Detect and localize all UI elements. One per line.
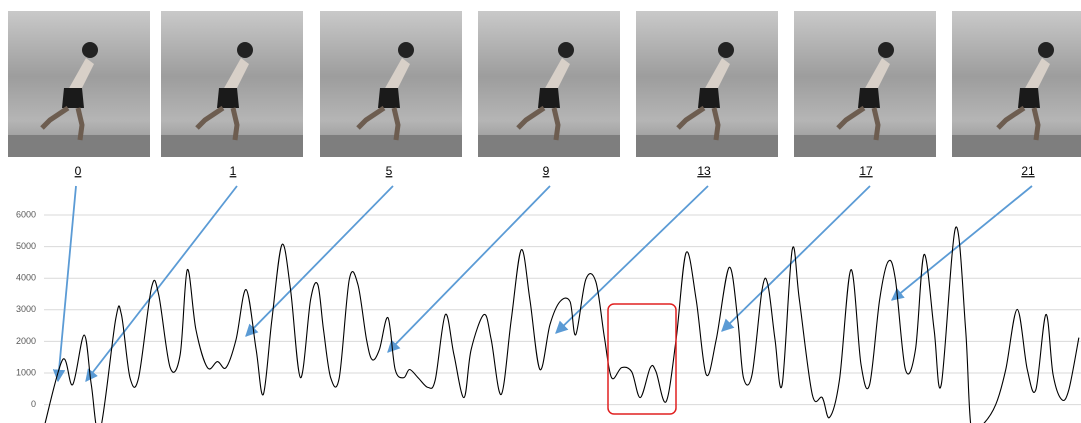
track — [8, 135, 150, 157]
highlight-box — [607, 303, 677, 415]
y-tick-label: 3000 — [16, 304, 36, 314]
y-tick-label: 1000 — [16, 367, 36, 377]
frame-label: 5 — [386, 164, 393, 178]
runner-legs — [676, 105, 721, 141]
runner-legs — [996, 105, 1041, 141]
runner-legs — [836, 105, 881, 141]
runner-shorts — [858, 88, 880, 108]
photo — [794, 11, 936, 157]
data-line — [44, 226, 1080, 423]
track — [320, 135, 462, 157]
y-tick-label: 0 — [31, 399, 36, 409]
frame-label: 9 — [543, 164, 550, 178]
runner-shorts — [62, 88, 84, 108]
y-tick-label: 2000 — [16, 336, 36, 346]
runner-legs — [195, 105, 240, 141]
arrow — [245, 185, 394, 337]
runner-head — [718, 42, 734, 58]
frame-label: 0 — [75, 164, 82, 178]
runner-shorts — [538, 88, 560, 108]
track — [636, 135, 778, 157]
runner-shorts — [698, 88, 720, 108]
runner-shorts — [378, 88, 400, 108]
runner-shorts — [217, 88, 239, 108]
photo — [952, 11, 1081, 157]
y-tick-label: 5000 — [16, 241, 36, 251]
track — [794, 135, 936, 157]
frame-label: 13 — [697, 164, 711, 178]
frame-label: 17 — [859, 164, 873, 178]
track — [161, 135, 303, 157]
runner-head — [878, 42, 894, 58]
y-tick-label: 6000 — [16, 209, 36, 219]
photo-strip — [8, 11, 1081, 157]
frame-label: 21 — [1021, 164, 1035, 178]
runner-shorts — [1018, 88, 1040, 108]
runner-legs — [356, 105, 401, 141]
runner-head — [237, 42, 253, 58]
frame-label: 1 — [230, 164, 237, 178]
runner-head — [558, 42, 574, 58]
track — [478, 135, 620, 157]
arrow — [52, 185, 77, 383]
arrow — [891, 185, 1033, 301]
arrow — [555, 185, 709, 334]
runner-head — [398, 42, 414, 58]
runner-head — [1038, 42, 1054, 58]
arrow — [387, 185, 551, 353]
track — [952, 135, 1081, 157]
runner-legs — [40, 105, 85, 141]
runner-legs — [516, 105, 561, 141]
y-tick-label: 4000 — [16, 273, 36, 283]
arrow — [721, 185, 871, 332]
runner-head — [82, 42, 98, 58]
photo — [636, 11, 778, 157]
